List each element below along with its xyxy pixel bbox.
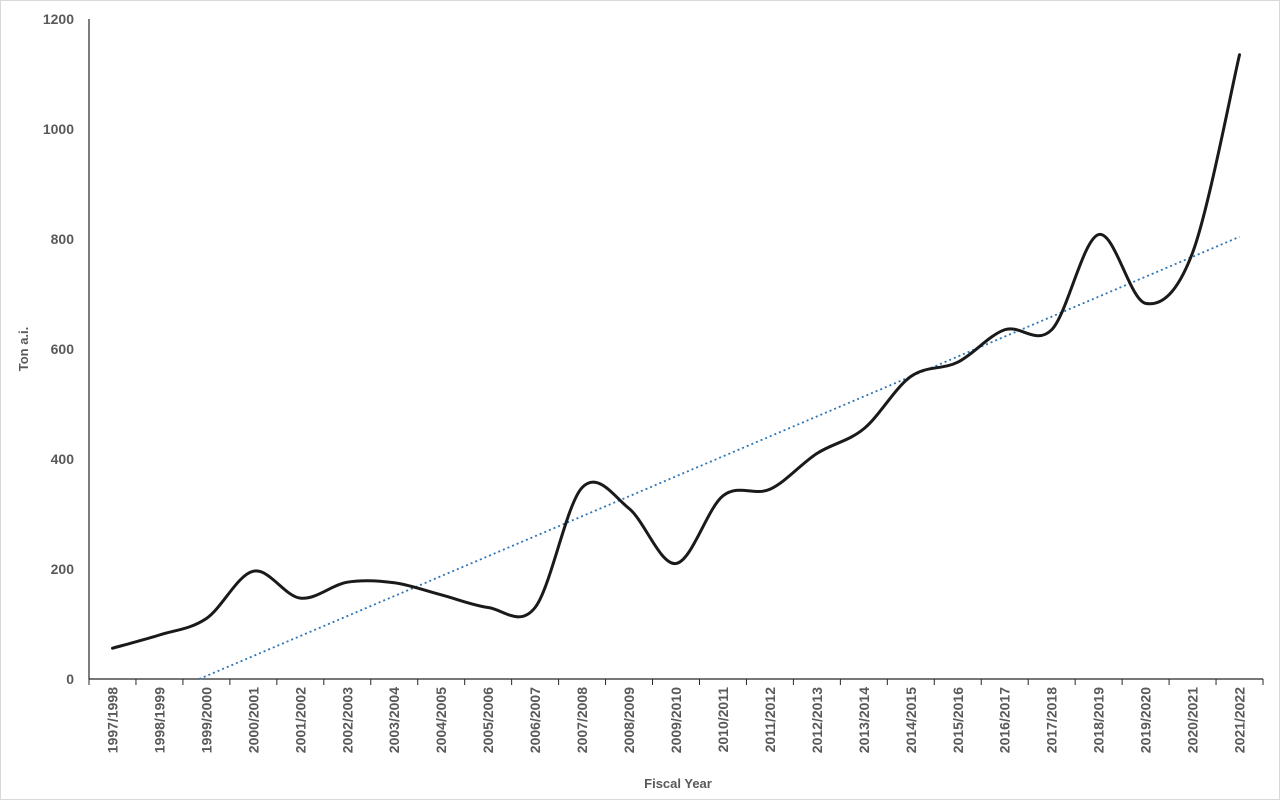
data-point <box>909 375 912 378</box>
x-tick-label: 2017/2018 <box>1044 687 1060 753</box>
data-point <box>721 494 724 497</box>
x-tick-label: 2014/2015 <box>903 687 919 753</box>
series-line <box>110 53 1242 650</box>
x-tick-label: 2002/2003 <box>339 687 355 753</box>
y-tick-label: 1200 <box>43 11 74 27</box>
data-point <box>768 488 771 491</box>
x-tick-label: 2013/2014 <box>856 687 872 753</box>
y-tick-label: 800 <box>51 231 75 247</box>
data-point <box>956 361 959 364</box>
data-point <box>581 486 584 489</box>
x-tick-label: 2016/2017 <box>997 687 1013 753</box>
data-point <box>534 606 537 609</box>
x-tick-label: 2012/2013 <box>809 687 825 753</box>
y-tick-label: 0 <box>66 671 74 687</box>
x-tick-label: 2005/2006 <box>480 687 496 753</box>
x-axis-ticks: 1997/1998 1998/1999 1999/2000 2000/2001 2001… <box>88 679 1264 753</box>
data-point <box>111 647 114 650</box>
data-point <box>1144 302 1147 305</box>
y-axis-ticks: 0 200 400 600 800 1000 1200 <box>43 11 74 687</box>
x-axis-title: Fiscal Year <box>644 776 712 791</box>
x-tick-label: 2021/2022 <box>1232 687 1248 753</box>
data-point <box>628 507 631 510</box>
data-point <box>1003 328 1006 331</box>
data-point <box>1097 233 1100 236</box>
x-tick-label: 1998/1999 <box>151 687 167 753</box>
x-tick-label: 2010/2011 <box>715 687 731 753</box>
y-tick-label: 400 <box>51 451 75 467</box>
data-point <box>252 570 255 573</box>
x-tick-label: 2020/2021 <box>1185 687 1201 753</box>
y-tick-label: 200 <box>51 561 75 577</box>
x-tick-label: 2007/2008 <box>574 687 590 753</box>
data-point <box>1238 53 1241 56</box>
data-point <box>675 562 678 565</box>
x-tick-label: 2001/2002 <box>292 687 308 753</box>
trendline-layer <box>198 235 1240 680</box>
y-tick-label: 1000 <box>43 121 74 137</box>
x-tick-label: 1999/2000 <box>198 687 214 753</box>
data-point <box>346 581 349 584</box>
data-point <box>440 593 443 596</box>
x-tick-label: 2019/2020 <box>1138 687 1154 753</box>
x-tick-label: 2006/2007 <box>527 687 543 753</box>
series-layer <box>110 53 1242 650</box>
data-point <box>299 597 302 600</box>
x-tick-label: 2003/2004 <box>386 687 402 753</box>
x-tick-label: 2000/2001 <box>245 687 261 753</box>
data-point <box>1191 251 1194 254</box>
data-point <box>1050 328 1053 331</box>
data-point <box>393 581 396 584</box>
x-tick-label: 2015/2016 <box>950 687 966 753</box>
trendline <box>198 235 1240 680</box>
axes <box>88 19 1263 680</box>
x-tick-label: 2004/2005 <box>433 687 449 753</box>
y-tick-label: 600 <box>51 341 75 357</box>
x-tick-label: 2009/2010 <box>668 687 684 753</box>
x-tick-label: 2018/2019 <box>1091 687 1107 753</box>
y-axis-title: Ton a.i. <box>16 327 31 372</box>
x-tick-label: 2008/2009 <box>621 687 637 753</box>
data-point <box>487 606 490 609</box>
data-point <box>158 634 161 637</box>
data-point <box>815 452 818 455</box>
x-tick-label: 2011/2012 <box>762 687 778 753</box>
x-tick-label: 1997/1998 <box>104 687 120 753</box>
data-point <box>862 427 865 430</box>
data-point <box>205 617 208 620</box>
